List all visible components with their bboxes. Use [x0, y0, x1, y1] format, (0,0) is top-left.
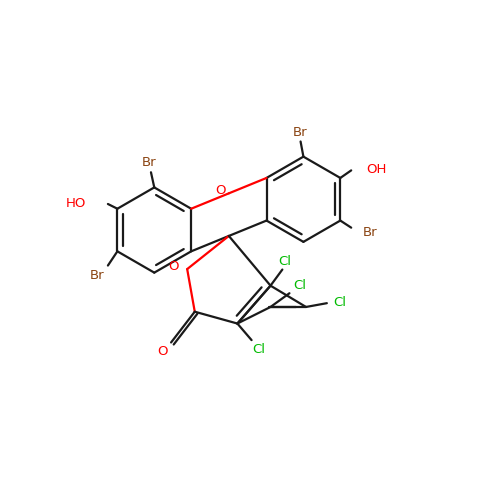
Text: HO: HO [66, 197, 86, 210]
Text: Cl: Cl [333, 296, 347, 309]
Text: Cl: Cl [293, 279, 307, 292]
Text: Br: Br [90, 270, 105, 283]
Text: O: O [215, 184, 226, 197]
Text: OH: OH [366, 163, 387, 176]
Text: Br: Br [363, 226, 377, 239]
Text: Br: Br [292, 125, 307, 138]
Text: O: O [169, 260, 179, 273]
Text: Cl: Cl [278, 254, 291, 268]
Text: Br: Br [141, 156, 156, 169]
Text: Cl: Cl [252, 343, 265, 356]
Text: O: O [157, 345, 168, 358]
